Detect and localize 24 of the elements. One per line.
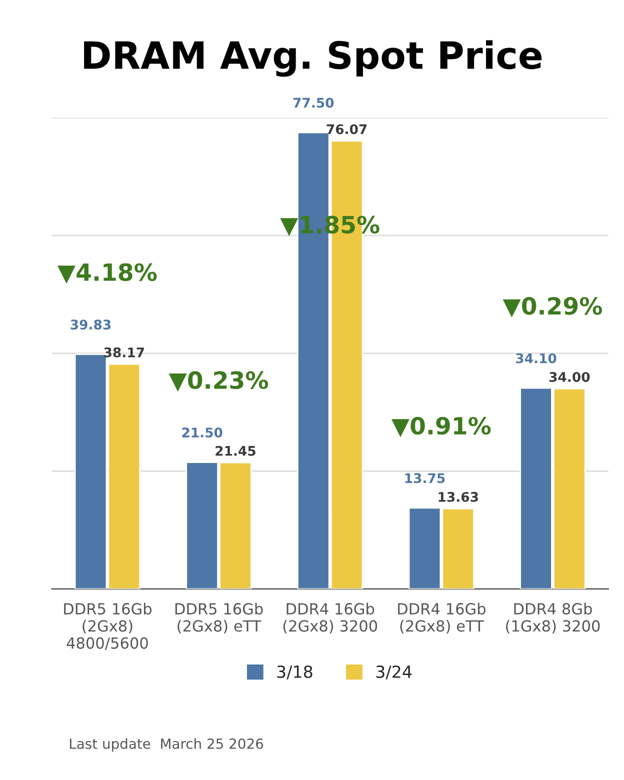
data-label: 13.63 (438, 492, 478, 502)
legend-label: 3/24 (376, 665, 412, 680)
x-tick-label: DDR4 16Gb (2Gx8) 3200 (283, 602, 378, 634)
data-label: 34.10 (516, 353, 556, 364)
data-label: 21.50 (182, 428, 222, 438)
annotation: ▼0.29% (502, 296, 602, 318)
legend-label: 3/18 (277, 665, 312, 680)
data-label: 21.45 (216, 446, 256, 456)
text: Last update March 25 2026 (70, 738, 264, 752)
annotation: ▼1.85% (280, 216, 380, 236)
data-label: 77.50 (293, 98, 334, 108)
x-tick-label: DDR4 16Gb (2Gx8) eTT (398, 602, 486, 634)
annotation: ▼0.91% (391, 416, 491, 438)
x-tick-label: DDR4 8Gb (1Gx8) 3200 (506, 602, 600, 634)
annotation: ▼4.18% (57, 263, 157, 284)
x-tick-label: DDR5 16Gb (2Gx8) eTT (175, 602, 263, 634)
chart-title: DRAM Avg. Spot Price (84, 40, 542, 77)
data-label: 39.83 (70, 320, 111, 330)
data-label: 34.00 (549, 372, 590, 382)
data-label: 76.07 (326, 124, 367, 134)
annotation: ▼0.23% (168, 371, 268, 392)
data-label: 38.17 (104, 347, 144, 358)
x-tick-label: DDR5 16Gb (2Gx8) 4800/5600 (64, 602, 152, 650)
data-label: 13.75 (405, 473, 445, 484)
